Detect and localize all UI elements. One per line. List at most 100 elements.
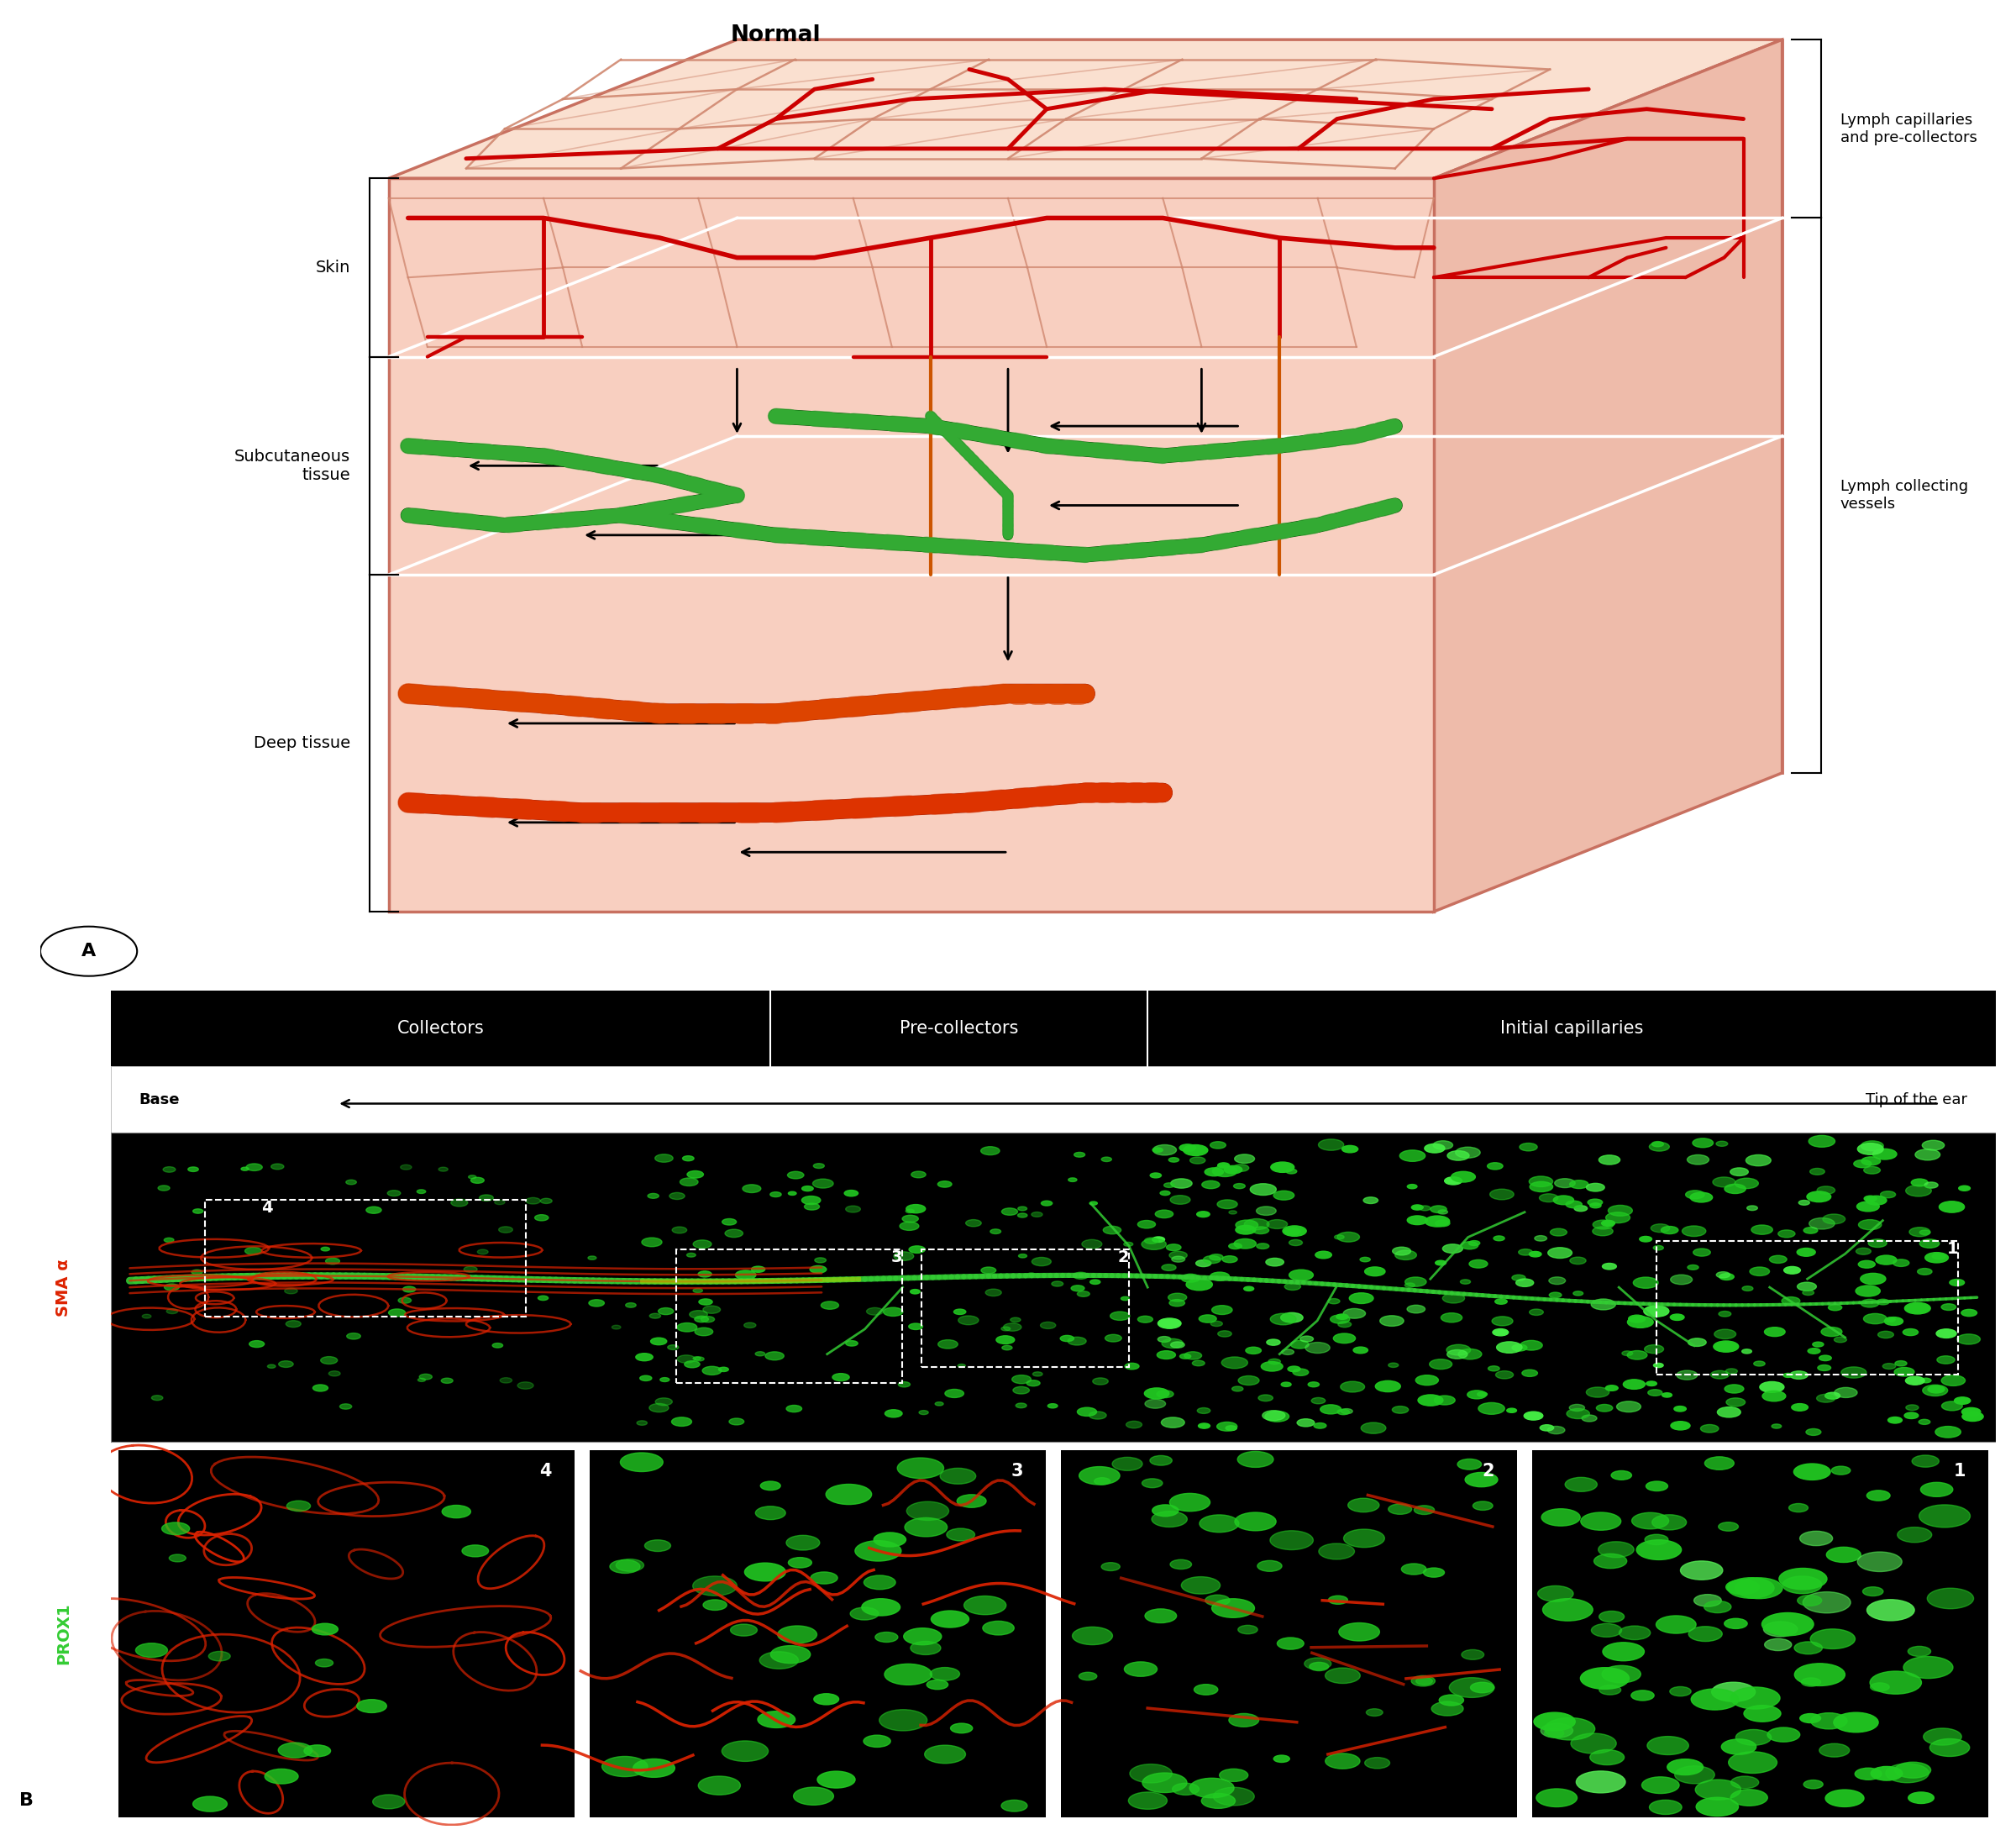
Circle shape <box>704 1600 728 1609</box>
Circle shape <box>1004 1323 1022 1330</box>
Circle shape <box>1111 1312 1129 1321</box>
Circle shape <box>1407 1305 1425 1314</box>
Circle shape <box>1200 1516 1240 1532</box>
Circle shape <box>845 1191 859 1196</box>
Circle shape <box>655 1154 673 1162</box>
Circle shape <box>883 1308 903 1316</box>
Circle shape <box>1224 1165 1242 1174</box>
Circle shape <box>1206 1167 1224 1176</box>
Circle shape <box>1887 1417 1903 1424</box>
Circle shape <box>1256 1206 1276 1215</box>
Circle shape <box>401 1165 411 1169</box>
Circle shape <box>810 1266 827 1273</box>
Circle shape <box>1927 1385 1945 1393</box>
Circle shape <box>1183 1352 1202 1360</box>
Circle shape <box>816 1771 855 1787</box>
Circle shape <box>1905 1303 1931 1314</box>
Circle shape <box>1437 1209 1447 1215</box>
Circle shape <box>1129 1763 1171 1784</box>
Circle shape <box>637 1420 647 1426</box>
Polygon shape <box>1433 40 1782 912</box>
Circle shape <box>958 1316 978 1325</box>
Circle shape <box>1548 1248 1572 1259</box>
Circle shape <box>1002 1327 1010 1330</box>
Circle shape <box>1536 1789 1577 1807</box>
Circle shape <box>1746 1154 1770 1165</box>
Circle shape <box>1415 1374 1439 1385</box>
Circle shape <box>1506 1407 1516 1413</box>
Circle shape <box>1528 1176 1552 1187</box>
Circle shape <box>1202 1180 1220 1189</box>
Circle shape <box>1522 1369 1538 1376</box>
Bar <box>1060 1450 1518 1817</box>
Circle shape <box>1540 1424 1554 1431</box>
Circle shape <box>1073 1272 1089 1279</box>
Circle shape <box>1234 1239 1256 1248</box>
Circle shape <box>1284 1283 1300 1290</box>
Circle shape <box>1800 1714 1820 1723</box>
Text: 4: 4 <box>262 1200 272 1215</box>
Circle shape <box>250 1341 264 1347</box>
Circle shape <box>1016 1404 1026 1407</box>
Circle shape <box>312 1385 329 1391</box>
Circle shape <box>1238 1376 1260 1385</box>
Circle shape <box>1958 1334 1980 1345</box>
Circle shape <box>1687 1264 1699 1270</box>
Text: 1: 1 <box>1954 1462 1966 1479</box>
Circle shape <box>1286 1169 1296 1174</box>
Circle shape <box>1220 1769 1248 1782</box>
Circle shape <box>1068 1178 1077 1182</box>
Circle shape <box>419 1374 431 1380</box>
Circle shape <box>1490 1189 1514 1200</box>
Circle shape <box>1264 1411 1288 1422</box>
Circle shape <box>1411 1206 1423 1209</box>
Circle shape <box>1153 1505 1179 1516</box>
Circle shape <box>1040 1200 1052 1206</box>
Circle shape <box>1534 1235 1546 1240</box>
Circle shape <box>946 1389 964 1398</box>
Circle shape <box>1137 1220 1155 1228</box>
Circle shape <box>1258 1395 1272 1402</box>
Circle shape <box>863 1736 891 1747</box>
Circle shape <box>1478 1393 1488 1396</box>
Circle shape <box>1661 1226 1677 1233</box>
Circle shape <box>996 1336 1014 1343</box>
Circle shape <box>1266 1259 1284 1266</box>
Circle shape <box>1125 1363 1139 1369</box>
Circle shape <box>964 1596 1006 1615</box>
Circle shape <box>958 1494 986 1508</box>
Circle shape <box>1447 1351 1468 1358</box>
Circle shape <box>1343 1529 1385 1547</box>
Circle shape <box>286 1501 310 1512</box>
Circle shape <box>1784 1266 1800 1273</box>
Circle shape <box>314 1659 333 1666</box>
Circle shape <box>472 1178 484 1184</box>
Circle shape <box>1806 1429 1820 1435</box>
Circle shape <box>347 1332 361 1340</box>
Circle shape <box>1407 1217 1427 1224</box>
Circle shape <box>1433 1141 1454 1149</box>
Circle shape <box>1861 1141 1883 1151</box>
Circle shape <box>1496 1299 1508 1305</box>
Circle shape <box>1079 1672 1097 1681</box>
Circle shape <box>677 1323 698 1332</box>
Circle shape <box>766 1352 784 1360</box>
Circle shape <box>694 1288 704 1292</box>
Circle shape <box>589 1255 597 1261</box>
Circle shape <box>1149 1173 1161 1178</box>
Circle shape <box>990 1229 1000 1233</box>
Circle shape <box>1619 1626 1651 1640</box>
Circle shape <box>1804 1228 1818 1233</box>
Circle shape <box>948 1529 976 1541</box>
Circle shape <box>1077 1407 1097 1417</box>
Circle shape <box>246 1163 262 1171</box>
Circle shape <box>1218 1163 1230 1167</box>
Circle shape <box>1883 1363 1895 1369</box>
Circle shape <box>617 1560 643 1571</box>
Circle shape <box>621 1453 663 1472</box>
Circle shape <box>1270 1162 1294 1173</box>
Circle shape <box>1695 1780 1742 1800</box>
Circle shape <box>704 1307 720 1314</box>
Circle shape <box>1597 1404 1613 1411</box>
Circle shape <box>1318 1543 1355 1560</box>
